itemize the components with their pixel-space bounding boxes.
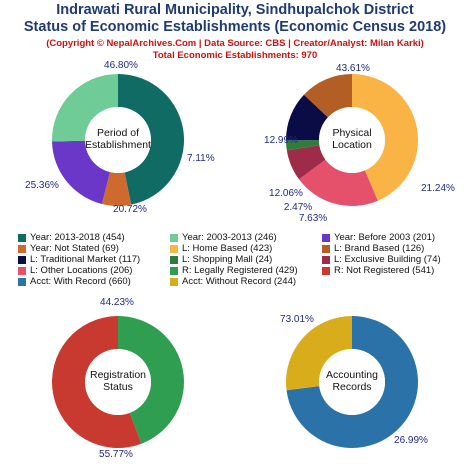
legend-item: Acct: Without Record (244): [170, 276, 296, 287]
slice-percent-label: 12.06%: [269, 188, 303, 199]
legend-item: R: Not Registered (541): [322, 265, 434, 276]
copyright-line: (Copyright © NepalArchives.Com | Data So…: [46, 38, 424, 49]
legend-swatch: [18, 233, 26, 242]
legend-item: L: Home Based (423): [170, 243, 272, 254]
slice-percent-label: 46.80%: [104, 60, 138, 71]
slice-percent-label: 21.24%: [421, 183, 455, 194]
legend-swatch: [170, 266, 178, 275]
donut-center-title: Accounting: [326, 369, 378, 381]
legend-swatch: [18, 244, 26, 253]
legend-label: L: Brand Based (126): [334, 243, 425, 254]
legend-label: L: Exclusive Building (74): [334, 254, 441, 265]
slice-percent-label: 20.72%: [113, 204, 147, 215]
legend-item: Year: Before 2003 (201): [322, 232, 435, 243]
donut-slice: [286, 316, 418, 449]
donut-hole: [85, 107, 151, 173]
donut-slice: [101, 172, 132, 206]
slice-percent-label: 55.77%: [99, 449, 133, 460]
donut-center-title: Location: [332, 139, 372, 151]
legend-item: L: Brand Based (126): [322, 243, 424, 254]
legend-swatch: [322, 255, 330, 264]
slice-percent-label: 2.47%: [284, 202, 312, 213]
legend-item: Year: 2013-2018 (454): [18, 232, 125, 243]
slice-percent-label: 12.99%: [264, 135, 298, 146]
legend-label: Acct: Without Record (244): [182, 276, 297, 287]
slice-percent-label: 73.01%: [280, 314, 314, 325]
legend-label: Year: Before 2003 (201): [334, 232, 436, 243]
legend-item: L: Exclusive Building (74): [322, 254, 441, 265]
legend-swatch: [322, 244, 330, 253]
legend-label: R: Not Registered (541): [334, 265, 435, 276]
donut-hole: [319, 349, 385, 415]
legend-item: L: Other Locations (206): [18, 265, 132, 276]
legend-label: Acct: With Record (660): [30, 276, 131, 287]
donut-hole: [319, 107, 385, 173]
legend-item: Year: 2003-2013 (246): [170, 232, 277, 243]
legend-item: R: Legally Registered (429): [170, 265, 298, 276]
legend-item: L: Traditional Market (117): [18, 254, 140, 265]
slice-percent-label: 44.23%: [100, 297, 134, 308]
slice-percent-label: 25.36%: [25, 180, 59, 191]
slice-percent-label: 43.61%: [336, 63, 370, 74]
donut-hole: [85, 349, 151, 415]
donut-center-title: Records: [332, 381, 371, 393]
donut-slice: [118, 74, 185, 205]
chart-title-line2: Status of Economic Establishments (Econo…: [23, 19, 447, 35]
donut-slice: [118, 316, 184, 444]
donut-slice: [286, 140, 320, 151]
donut-slice: [303, 74, 352, 118]
donut-center-title: Status: [103, 381, 133, 393]
legend-item: Year: Not Stated (69): [18, 243, 119, 254]
legend-swatch: [18, 266, 26, 275]
legend-swatch: [170, 233, 178, 242]
donut-center-title: Period of: [97, 127, 139, 139]
slice-percent-label: 7.11%: [187, 153, 215, 164]
donut-slice: [352, 74, 419, 201]
slice-percent-label: 26.99%: [394, 435, 428, 446]
donut-slice: [286, 145, 326, 180]
legend-item: Acct: With Record (660): [18, 276, 131, 287]
legend-label: Year: Not Stated (69): [30, 243, 119, 254]
donut-center-title: Registration: [90, 369, 146, 381]
legend-swatch: [322, 266, 330, 275]
legend-swatch: [322, 233, 330, 242]
donut-slice: [285, 94, 328, 141]
legend-label: L: Shopping Mall (24): [182, 254, 273, 265]
legend-label: Year: 2013-2018 (454): [30, 232, 125, 243]
legend-swatch: [170, 255, 178, 264]
donut-slice: [285, 316, 352, 391]
legend-label: R: Legally Registered (429): [182, 265, 298, 276]
legend-swatch: [18, 255, 26, 264]
donut-slice: [52, 140, 110, 205]
legend-label: L: Other Locations (206): [30, 265, 133, 276]
chart-title-line1: Indrawati Rural Municipality, Sindhupalc…: [56, 2, 414, 18]
slice-percent-label: 7.63%: [299, 213, 327, 224]
donut-slice: [51, 316, 142, 448]
legend-swatch: [18, 277, 26, 286]
donut-slice: [51, 74, 118, 142]
donut-slice: [298, 159, 378, 207]
legend-swatch: [170, 244, 178, 253]
total-establishments: Total Economic Establishments: 970: [152, 50, 318, 61]
legend-label: L: Home Based (423): [182, 243, 273, 254]
legend-label: Year: 2003-2013 (246): [182, 232, 277, 243]
legend-item: L: Shopping Mall (24): [170, 254, 272, 265]
donut-center-title: Physical: [332, 127, 371, 139]
legend-label: L: Traditional Market (117): [30, 254, 141, 265]
donut-center-title: Establishment: [85, 139, 151, 151]
legend-swatch: [170, 277, 178, 286]
